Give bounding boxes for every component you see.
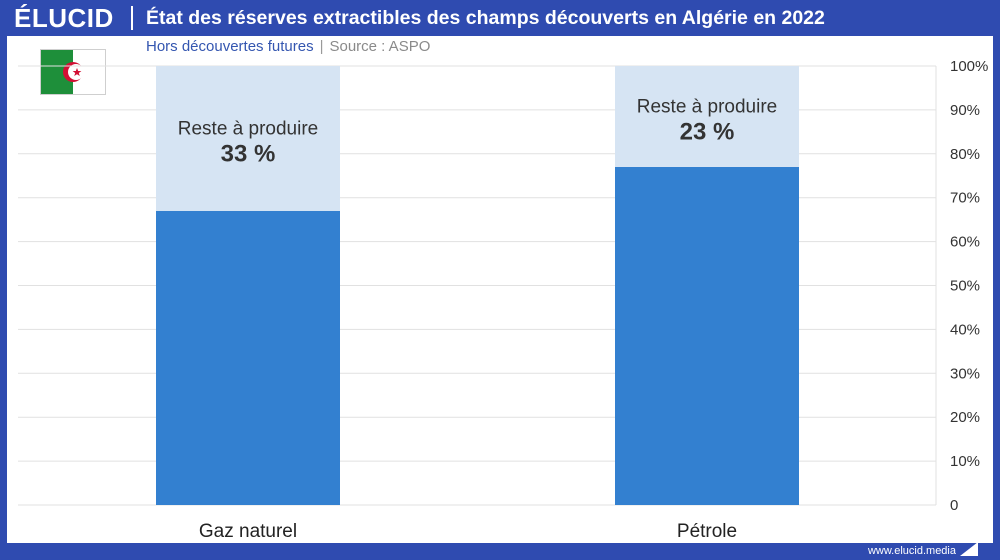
subtitle-text: Hors découvertes futures [146,38,314,55]
header-bar: ÉLUCID État des réserves extractibles de… [0,0,1000,36]
bar-produced-0 [156,210,340,505]
bar-remaining-0 [156,66,340,211]
y-tick-label: 50% [950,278,980,295]
y-tick-label: 80% [950,146,980,163]
brand-mark-icon [960,542,978,556]
y-tick-label: 70% [950,190,980,207]
data-label-value: 23 % [680,118,735,145]
brand-logo: ÉLUCID [14,3,114,33]
logo-divider [131,6,133,30]
y-tick-label: 90% [950,102,980,119]
x-category-label: Gaz naturel [199,521,297,542]
bar-produced-1 [615,166,799,505]
data-label-value: 33 % [221,140,276,167]
data-label-title: Reste à produire [178,118,318,139]
flag-star [72,68,82,76]
x-axis-labels: Gaz naturel Pétrole [199,521,737,542]
y-axis-ticks: 0 10% 20% 30% 40% 50% 60% 70% 80% 90% 100% [950,58,988,514]
y-tick-label: 30% [950,365,980,382]
y-tick-label: 100% [950,58,988,75]
y-tick-label: 0 [950,497,958,514]
x-category-label: Pétrole [677,521,737,542]
y-tick-label: 10% [950,453,980,470]
footer-url[interactable]: www.elucid.media [867,545,956,557]
y-tick-label: 60% [950,234,980,251]
chart-title: État des réserves extractibles des champ… [146,7,825,29]
y-tick-label: 20% [950,409,980,426]
data-label-title: Reste à produire [637,96,777,117]
bars [156,66,799,505]
bar-remaining-1 [615,66,799,167]
chart-subtitle: Hors découvertes futures | Source : ASPO [146,38,430,56]
y-tick-label: 40% [950,321,980,338]
algeria-flag-icon [40,49,106,95]
source-text: Source : ASPO [329,38,431,55]
subtitle-separator: | [319,38,324,55]
